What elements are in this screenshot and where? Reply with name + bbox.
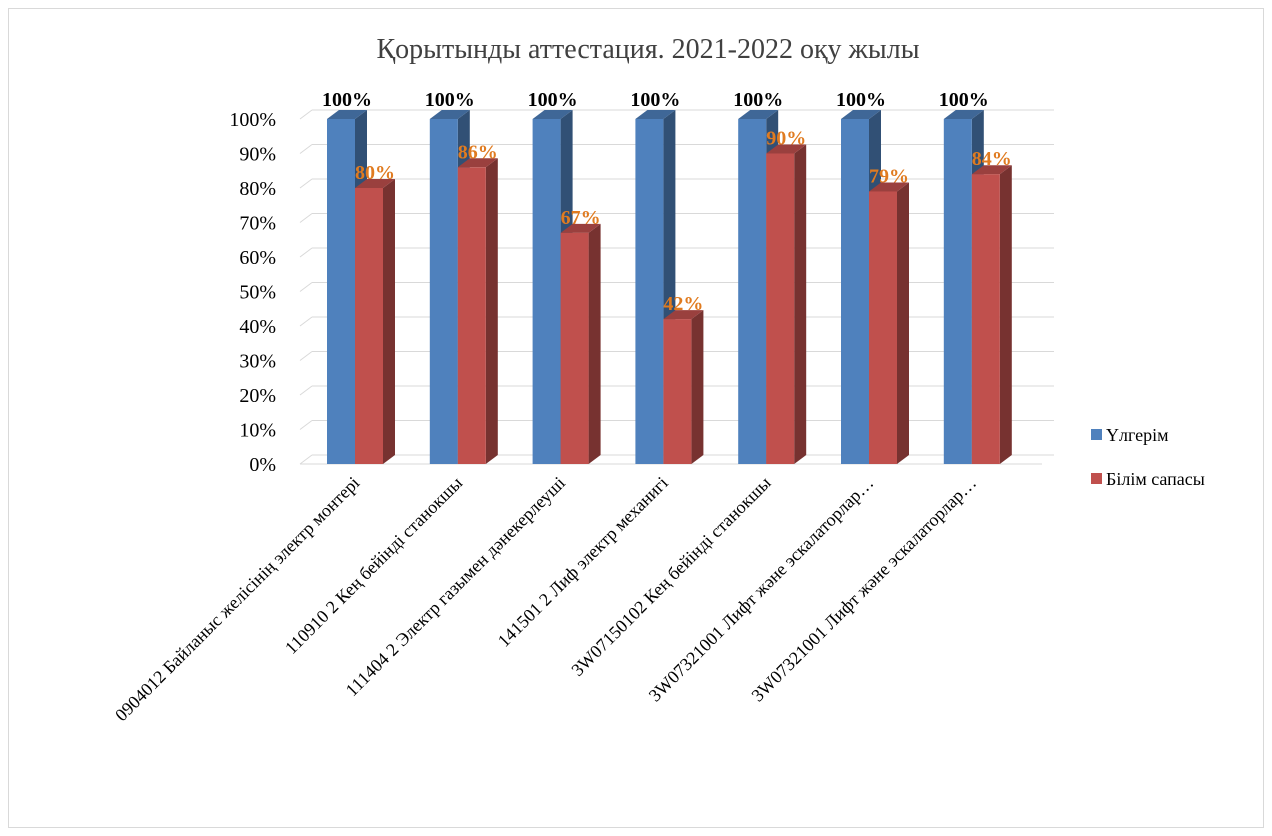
bar-front-face xyxy=(457,167,486,465)
bar-ulgerim xyxy=(635,110,676,464)
bar-front-face xyxy=(635,119,664,464)
x-category-label: 111404 2 Электр газымен дәнекерлеуші xyxy=(342,473,569,700)
data-label: 79% xyxy=(869,165,909,187)
bar-top-face xyxy=(663,310,704,320)
y-tick-label: 20% xyxy=(239,385,276,407)
bar-front-face xyxy=(869,191,897,464)
bar-top-face xyxy=(355,179,395,188)
legend-swatch-bilim-sapasy xyxy=(1091,473,1102,484)
y-tick-label: 80% xyxy=(239,178,276,200)
gridline-side xyxy=(299,420,313,430)
x-category-label: 3W07321001 Лифт және эскалаторлар… xyxy=(748,473,981,706)
y-tick-label: 50% xyxy=(239,282,276,304)
legend: Үлгерім Білім сапасы xyxy=(1091,425,1205,489)
y-axis: 0% 10% 20% 30% 40% 50% 60% 70% 80% 90% 100% xyxy=(229,109,276,476)
bar-bilim-sapasy xyxy=(663,310,704,464)
bar-top-face xyxy=(943,110,984,119)
bar-top-face xyxy=(738,110,779,119)
bar-front-face xyxy=(663,319,692,464)
data-labels: 100% 80% 100% 86% 100% 67% 100% 42% 100% 90% 100% 7… xyxy=(322,89,1012,315)
bar-front-face xyxy=(971,174,1000,464)
gridline-side xyxy=(299,144,313,154)
bar-front-face xyxy=(738,119,767,464)
bar-top-face xyxy=(457,158,498,168)
bar-front-face xyxy=(429,119,458,464)
gridline-side xyxy=(299,385,313,396)
bar-top-face xyxy=(532,110,573,119)
data-label: 84% xyxy=(972,148,1012,170)
data-label: 100% xyxy=(528,89,578,111)
bar-side-face xyxy=(485,158,498,465)
y-tick-label: 0% xyxy=(249,454,276,476)
gridline-side xyxy=(299,282,313,292)
gridline-side xyxy=(299,247,313,258)
bar-bilim-sapasy xyxy=(560,223,601,464)
y-tick-label: 40% xyxy=(239,316,276,338)
data-label: 100% xyxy=(630,89,680,111)
data-label: 100% xyxy=(425,89,475,111)
y-tick-label: 90% xyxy=(239,144,276,166)
bar-front-face xyxy=(841,119,869,464)
gridline-side xyxy=(299,351,313,361)
bar-front-face xyxy=(327,119,355,464)
bar-top-face xyxy=(971,165,1012,175)
y-tick-label: 60% xyxy=(239,247,276,269)
x-category-label: 110910 2 Кең бейінді станокшы xyxy=(281,473,466,658)
bar-side-face xyxy=(691,310,704,464)
bar-top-face xyxy=(766,144,807,154)
bar-side-face xyxy=(897,182,909,464)
y-tick-label: 30% xyxy=(239,351,276,373)
y-tick-label: 100% xyxy=(229,109,276,131)
gridline-side xyxy=(299,316,313,327)
bar-side-face xyxy=(588,223,601,464)
gridline-side xyxy=(299,454,313,465)
bar-top-face xyxy=(327,110,367,119)
data-label: 100% xyxy=(322,89,372,111)
bar-front-face xyxy=(560,232,589,464)
data-label: 80% xyxy=(355,162,395,184)
data-label: 86% xyxy=(458,141,498,163)
legend-label-ulgerim: Үлгерім xyxy=(1106,425,1169,445)
bar-top-face xyxy=(635,110,676,119)
bar-bilim-sapasy xyxy=(766,144,807,464)
data-label: 100% xyxy=(939,89,989,111)
data-label: 100% xyxy=(733,89,783,111)
bar-top-face xyxy=(841,110,881,119)
bar-top-face xyxy=(429,110,470,119)
x-category-label: 3W07150102 Кең бейінді станокшы xyxy=(567,473,774,680)
legend-label-bilim-sapasy: Білім сапасы xyxy=(1106,469,1205,489)
gridline-side xyxy=(299,178,313,189)
bar-bilim-sapasy xyxy=(355,179,395,464)
bar-top-face xyxy=(869,182,909,192)
bar-side-face xyxy=(794,144,807,464)
x-axis: 0904012 Байланыс желісінің электр монтер… xyxy=(111,473,980,725)
bar-front-face xyxy=(766,153,795,464)
legend-swatch-ulgerim xyxy=(1091,429,1102,440)
data-label: 100% xyxy=(836,89,886,111)
data-label: 42% xyxy=(663,293,703,315)
data-label: 67% xyxy=(561,207,601,229)
bar-front-face xyxy=(355,188,383,464)
bar-side-face xyxy=(999,165,1012,464)
bars xyxy=(327,110,1012,465)
bar-side-face xyxy=(383,179,395,464)
bar-front-face xyxy=(943,119,972,464)
x-category-label: 141501 2 Лиф электр механигі xyxy=(494,473,672,651)
bar-bilim-sapasy xyxy=(971,165,1012,464)
gridline-side xyxy=(299,109,313,120)
data-label: 90% xyxy=(766,128,806,150)
x-category-label: 3W07321001 Лифт және эскалаторлар… xyxy=(645,473,878,706)
bar-bilim-sapasy xyxy=(869,182,909,464)
y-tick-label: 70% xyxy=(239,213,276,235)
bar-bilim-sapasy xyxy=(457,158,498,465)
y-tick-label: 10% xyxy=(239,420,276,442)
bar-front-face xyxy=(532,119,561,464)
gridline-side xyxy=(299,213,313,223)
chart-title: Қорытынды аттестация. 2021-2022 оқу жылы xyxy=(376,34,919,65)
bar-top-face xyxy=(560,223,601,233)
